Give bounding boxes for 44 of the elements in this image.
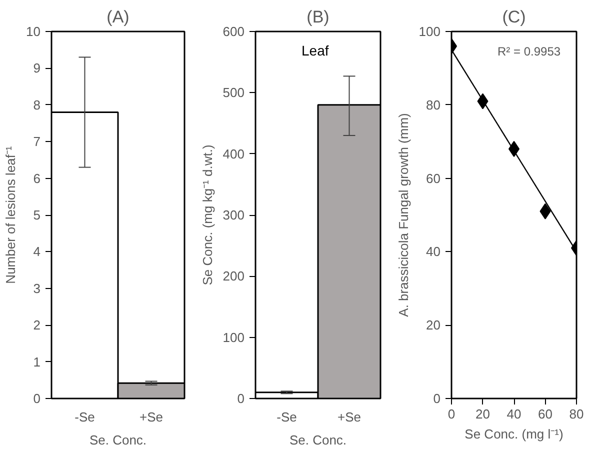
x-tick-label: 80 — [569, 406, 584, 422]
x-tick-label: -Se — [74, 410, 95, 424]
y-tick-label: 4 — [33, 244, 41, 260]
y-tick-label: 40 — [426, 244, 441, 260]
y-tick-label: 10 — [26, 24, 41, 39]
chart-title: (A) — [106, 8, 130, 26]
y-tick-label: 80 — [426, 97, 441, 112]
x-axis-title: Se. Conc. — [89, 432, 147, 448]
x-axis-title: Se. Conc. — [289, 432, 347, 448]
x-tick-label: +Se — [140, 410, 164, 424]
annotation: Leaf — [302, 42, 329, 58]
y-tick-label: 100 — [222, 330, 245, 345]
y-tick-label: 600 — [222, 24, 245, 39]
y-tick-label: 60 — [426, 170, 441, 186]
x-tick-label: +Se — [338, 410, 362, 424]
y-tick-label: 3 — [33, 280, 41, 296]
y-tick-label: 300 — [222, 208, 245, 222]
chart-title: (B) — [306, 8, 330, 26]
x-axis-title: Se Conc. (mg l⁻¹) — [464, 426, 564, 442]
x-tick-label: 40 — [506, 406, 522, 422]
chart-title: (C) — [502, 8, 526, 26]
y-axis-title: Se Conc. (mg kg⁻¹ d.wt.) — [200, 144, 215, 286]
y-tick-label: 200 — [222, 268, 245, 284]
y-tick-label: 6 — [33, 170, 41, 186]
y-axis-title: A. brassicicola Fungal growth (mm) — [396, 113, 411, 317]
y-tick-label: 9 — [33, 60, 41, 76]
x-tick-label: 60 — [538, 406, 552, 422]
y-tick-label: 0 — [433, 391, 441, 406]
y-tick-label: 2 — [33, 318, 41, 333]
y-tick-label: 7 — [33, 134, 41, 150]
y-tick-label: 0 — [237, 391, 245, 406]
x-tick-label: 20 — [476, 406, 490, 422]
y-tick-label: 500 — [222, 85, 245, 100]
y-tick-label: 100 — [418, 24, 441, 39]
y-tick-label: 8 — [33, 97, 41, 112]
y-tick-label: 1 — [33, 354, 41, 370]
y-tick-label: 20 — [426, 318, 441, 333]
x-tick-label: 0 — [448, 406, 456, 422]
y-axis-title: Number of lesions leaf⁻¹ — [3, 145, 18, 284]
y-tick-label: 5 — [33, 208, 41, 222]
y-tick-label: 0 — [33, 391, 41, 406]
y-tick-label: 400 — [222, 146, 245, 162]
annotation: R² = 0.9953 — [498, 44, 561, 58]
x-tick-label: -Se — [276, 410, 297, 424]
